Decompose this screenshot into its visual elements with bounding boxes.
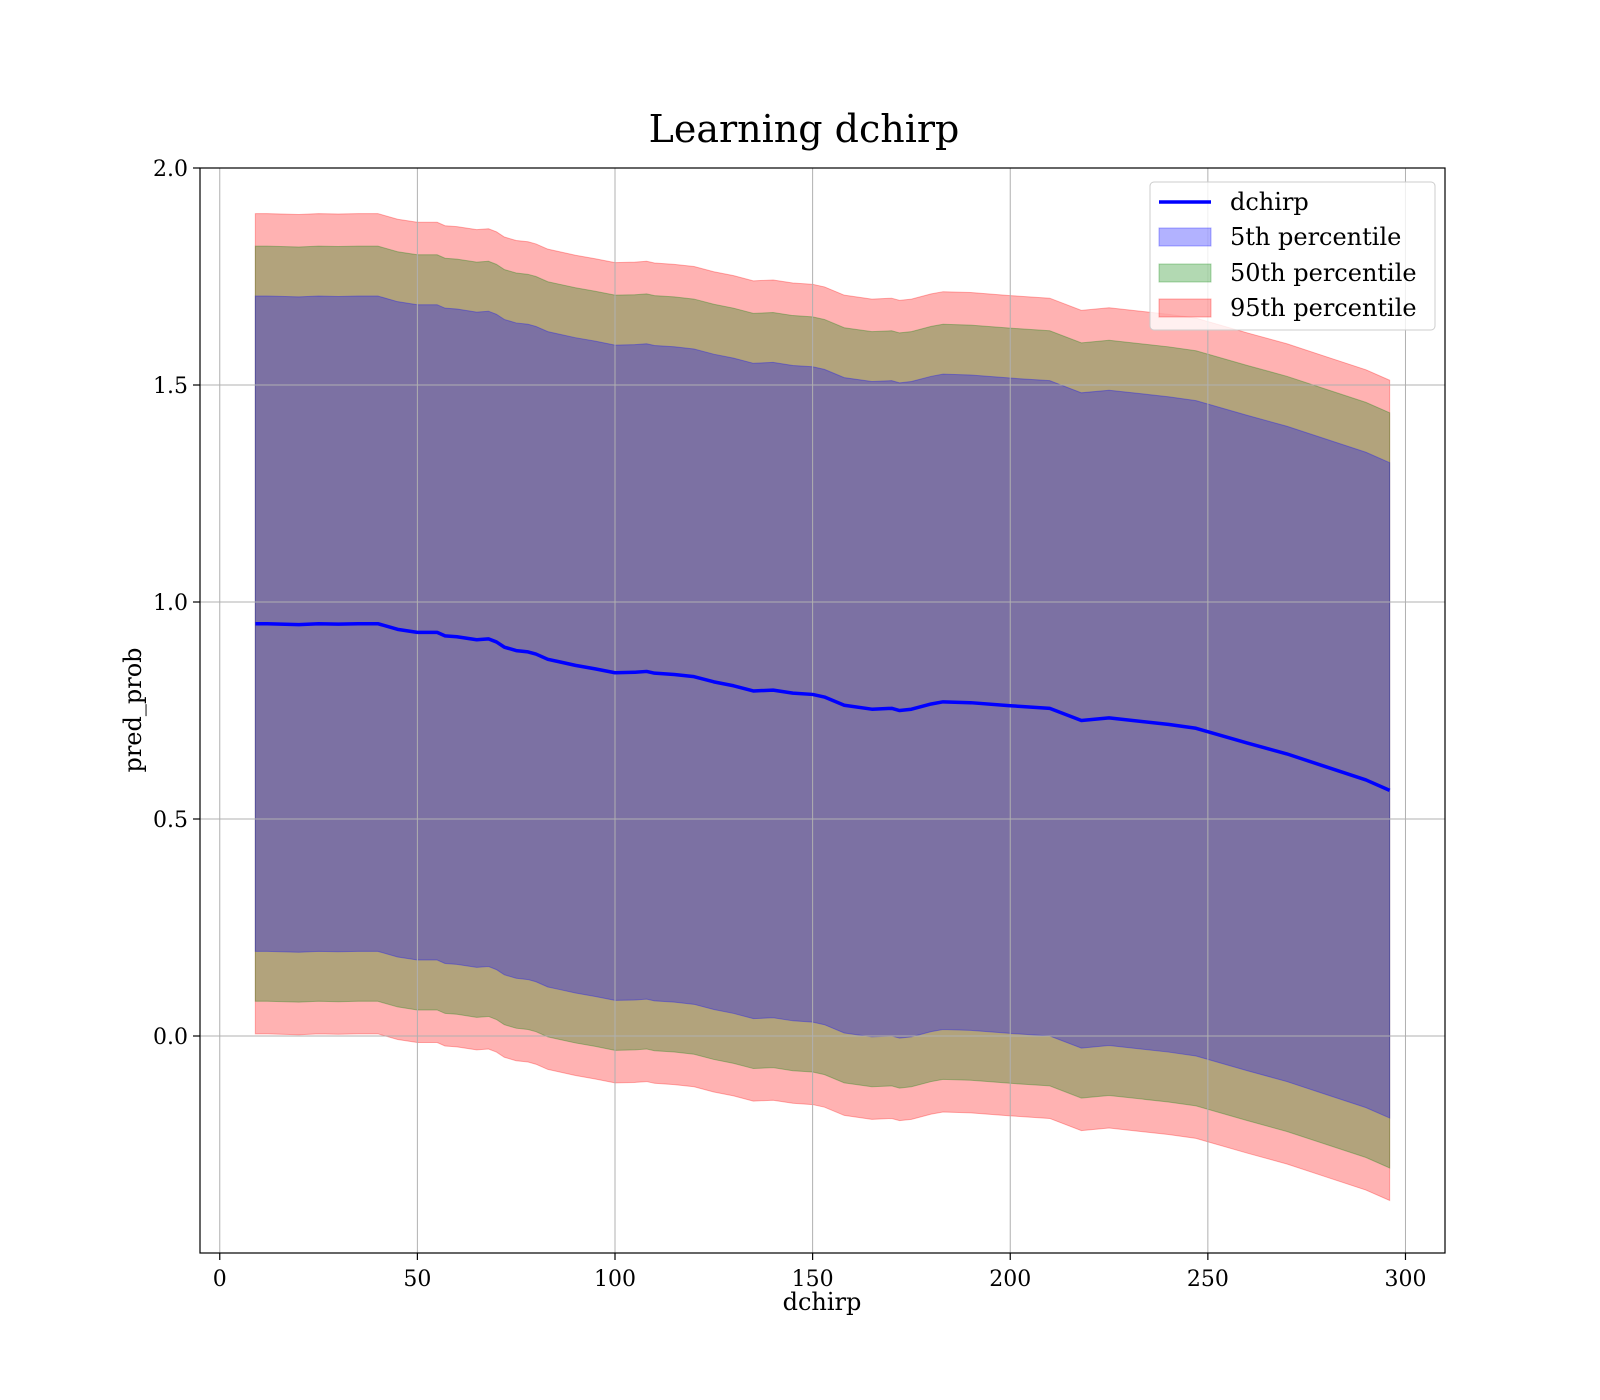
band-50th-percentile (254, 245, 1391, 1169)
legend-swatch-5th (1158, 227, 1212, 247)
y-axis-label: pred_prob (119, 647, 147, 772)
legend-label-5th: 5th percentile (1230, 223, 1401, 251)
x-tick-label: 300 (1384, 1267, 1426, 1292)
legend-label-95th: 95th percentile (1230, 294, 1417, 322)
legend-label-50th: 50th percentile (1230, 259, 1417, 287)
axis-ticks: 0 50 100 150 200 250 300 0.0 0.5 1.0 1.5 2.0 (153, 157, 1426, 1292)
x-tick-label: 100 (594, 1267, 636, 1292)
y-tick-label: 1.0 (153, 591, 188, 616)
y-tick-label: 2.0 (153, 157, 188, 182)
x-tick-label: 0 (213, 1267, 227, 1292)
y-tick-label: 1.5 (153, 374, 188, 399)
plot-frame (199, 167, 1446, 1254)
series-line-dchirp (255, 621, 1391, 792)
mean-line-layer (255, 621, 1391, 792)
y-tick-label: 0.5 (153, 808, 188, 833)
percentile-bands (254, 213, 1391, 1202)
y-tick-label: 0.0 (153, 1025, 188, 1050)
grid-lines (200, 167, 1445, 1253)
legend-box (1149, 181, 1436, 331)
x-tick-label: 150 (792, 1267, 834, 1292)
legend-label-mean: dchirp (1230, 188, 1309, 216)
legend: dchirp 5th percentile 50th percentile 95… (1149, 181, 1436, 331)
x-axis-label: dchirp (783, 1288, 862, 1316)
legend-swatch-95th (1158, 298, 1212, 318)
x-tick-label: 200 (989, 1267, 1031, 1292)
x-tick-label: 250 (1187, 1267, 1229, 1292)
legend-swatch-50th (1158, 263, 1212, 283)
band-5th-percentile (254, 295, 1391, 1119)
x-tick-label: 50 (403, 1267, 431, 1292)
chart-title: Learning dchirp (649, 107, 960, 151)
band-95th-percentile (254, 213, 1391, 1202)
